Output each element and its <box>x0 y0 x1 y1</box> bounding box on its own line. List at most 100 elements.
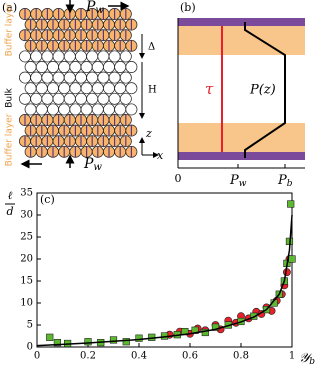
panel-label: (a) <box>2 1 17 14</box>
particle <box>103 82 115 95</box>
x-label: 𝒴b <box>299 351 315 367</box>
particle <box>91 61 104 73</box>
y-tick-label: 0 <box>27 342 33 353</box>
layer-label: Buffer layer <box>5 113 15 166</box>
panel-label: (b) <box>180 1 196 14</box>
point <box>287 200 295 208</box>
point <box>250 312 258 320</box>
particle <box>41 71 54 84</box>
pressure-label: P(z) <box>249 83 276 98</box>
tick-sub: w <box>239 179 247 189</box>
wall <box>178 18 305 26</box>
tick-main: P <box>229 173 239 188</box>
force-label: Pw <box>85 0 104 16</box>
particle <box>80 61 93 73</box>
stress-label: τ <box>205 80 214 98</box>
tick-label: Pb <box>277 173 293 189</box>
y-tick-label: 10 <box>20 298 33 309</box>
layer-label: Buffer layer <box>5 3 15 56</box>
particle <box>19 71 31 84</box>
tick-main: P <box>277 173 287 188</box>
particle <box>114 103 127 116</box>
point <box>211 323 220 331</box>
tick-sub: b <box>287 179 293 189</box>
point <box>46 333 54 341</box>
particle <box>69 82 82 95</box>
particle <box>24 82 37 95</box>
particle <box>119 50 132 63</box>
particle <box>97 71 110 84</box>
particle <box>125 103 138 116</box>
panel-b <box>177 18 305 169</box>
particle <box>125 82 138 95</box>
particle <box>80 82 93 95</box>
particle <box>114 82 127 95</box>
x-label-sub: b <box>309 357 315 367</box>
bulk-label: Bulk <box>5 87 15 107</box>
height-label: H <box>148 85 157 96</box>
y-tick-label: 35 <box>20 188 33 199</box>
particle <box>19 50 31 63</box>
force-main: P <box>83 156 94 172</box>
particle <box>103 103 115 116</box>
particle <box>69 103 82 116</box>
particle <box>35 103 48 116</box>
force-sub: w <box>93 162 102 173</box>
particle <box>24 61 37 73</box>
point <box>135 334 143 342</box>
force-sub: w <box>95 5 104 16</box>
particle <box>35 82 48 95</box>
pressure-profile <box>244 22 286 158</box>
x-tick-label: 0.2 <box>80 351 96 362</box>
particle <box>86 71 99 84</box>
x-tick-label: 0.4 <box>131 351 147 362</box>
particle <box>41 92 54 105</box>
particle <box>119 71 132 84</box>
axis-label: z <box>145 127 152 140</box>
point <box>109 336 118 344</box>
particle <box>52 50 65 63</box>
particle <box>97 50 110 63</box>
delta-label: Δ <box>148 42 155 53</box>
particle <box>35 61 48 73</box>
particle <box>47 61 59 73</box>
particle <box>58 61 71 73</box>
particle <box>30 92 43 105</box>
buffer-band <box>178 26 305 55</box>
point <box>53 338 61 347</box>
fit-line <box>36 214 293 347</box>
particle <box>86 50 99 63</box>
particle <box>103 61 115 73</box>
particle <box>80 103 93 116</box>
force-label: Pw <box>83 156 102 173</box>
particle <box>58 82 71 95</box>
particle <box>86 92 99 105</box>
particle <box>69 61 82 73</box>
particle <box>75 92 87 105</box>
particle <box>108 50 121 63</box>
tick-label: Pw <box>229 173 247 189</box>
x-tick-label: 1 <box>289 351 295 362</box>
particle <box>52 92 65 105</box>
y-tick-label: 15 <box>20 276 33 287</box>
particle <box>75 50 87 63</box>
particle <box>30 50 43 63</box>
particle <box>41 50 54 63</box>
buffer-band <box>178 123 305 152</box>
y-tick-label: 30 <box>20 210 33 221</box>
particle <box>125 61 138 73</box>
particle <box>75 71 87 84</box>
point <box>84 338 92 346</box>
particle <box>97 92 110 105</box>
particle <box>91 82 104 95</box>
panel-a <box>19 0 159 169</box>
x-tick-label: 0.6 <box>182 351 198 362</box>
particle <box>47 103 59 116</box>
particle <box>63 71 76 84</box>
x-tick-label: 0.8 <box>233 351 249 362</box>
particle <box>63 92 76 105</box>
particle <box>52 71 65 84</box>
